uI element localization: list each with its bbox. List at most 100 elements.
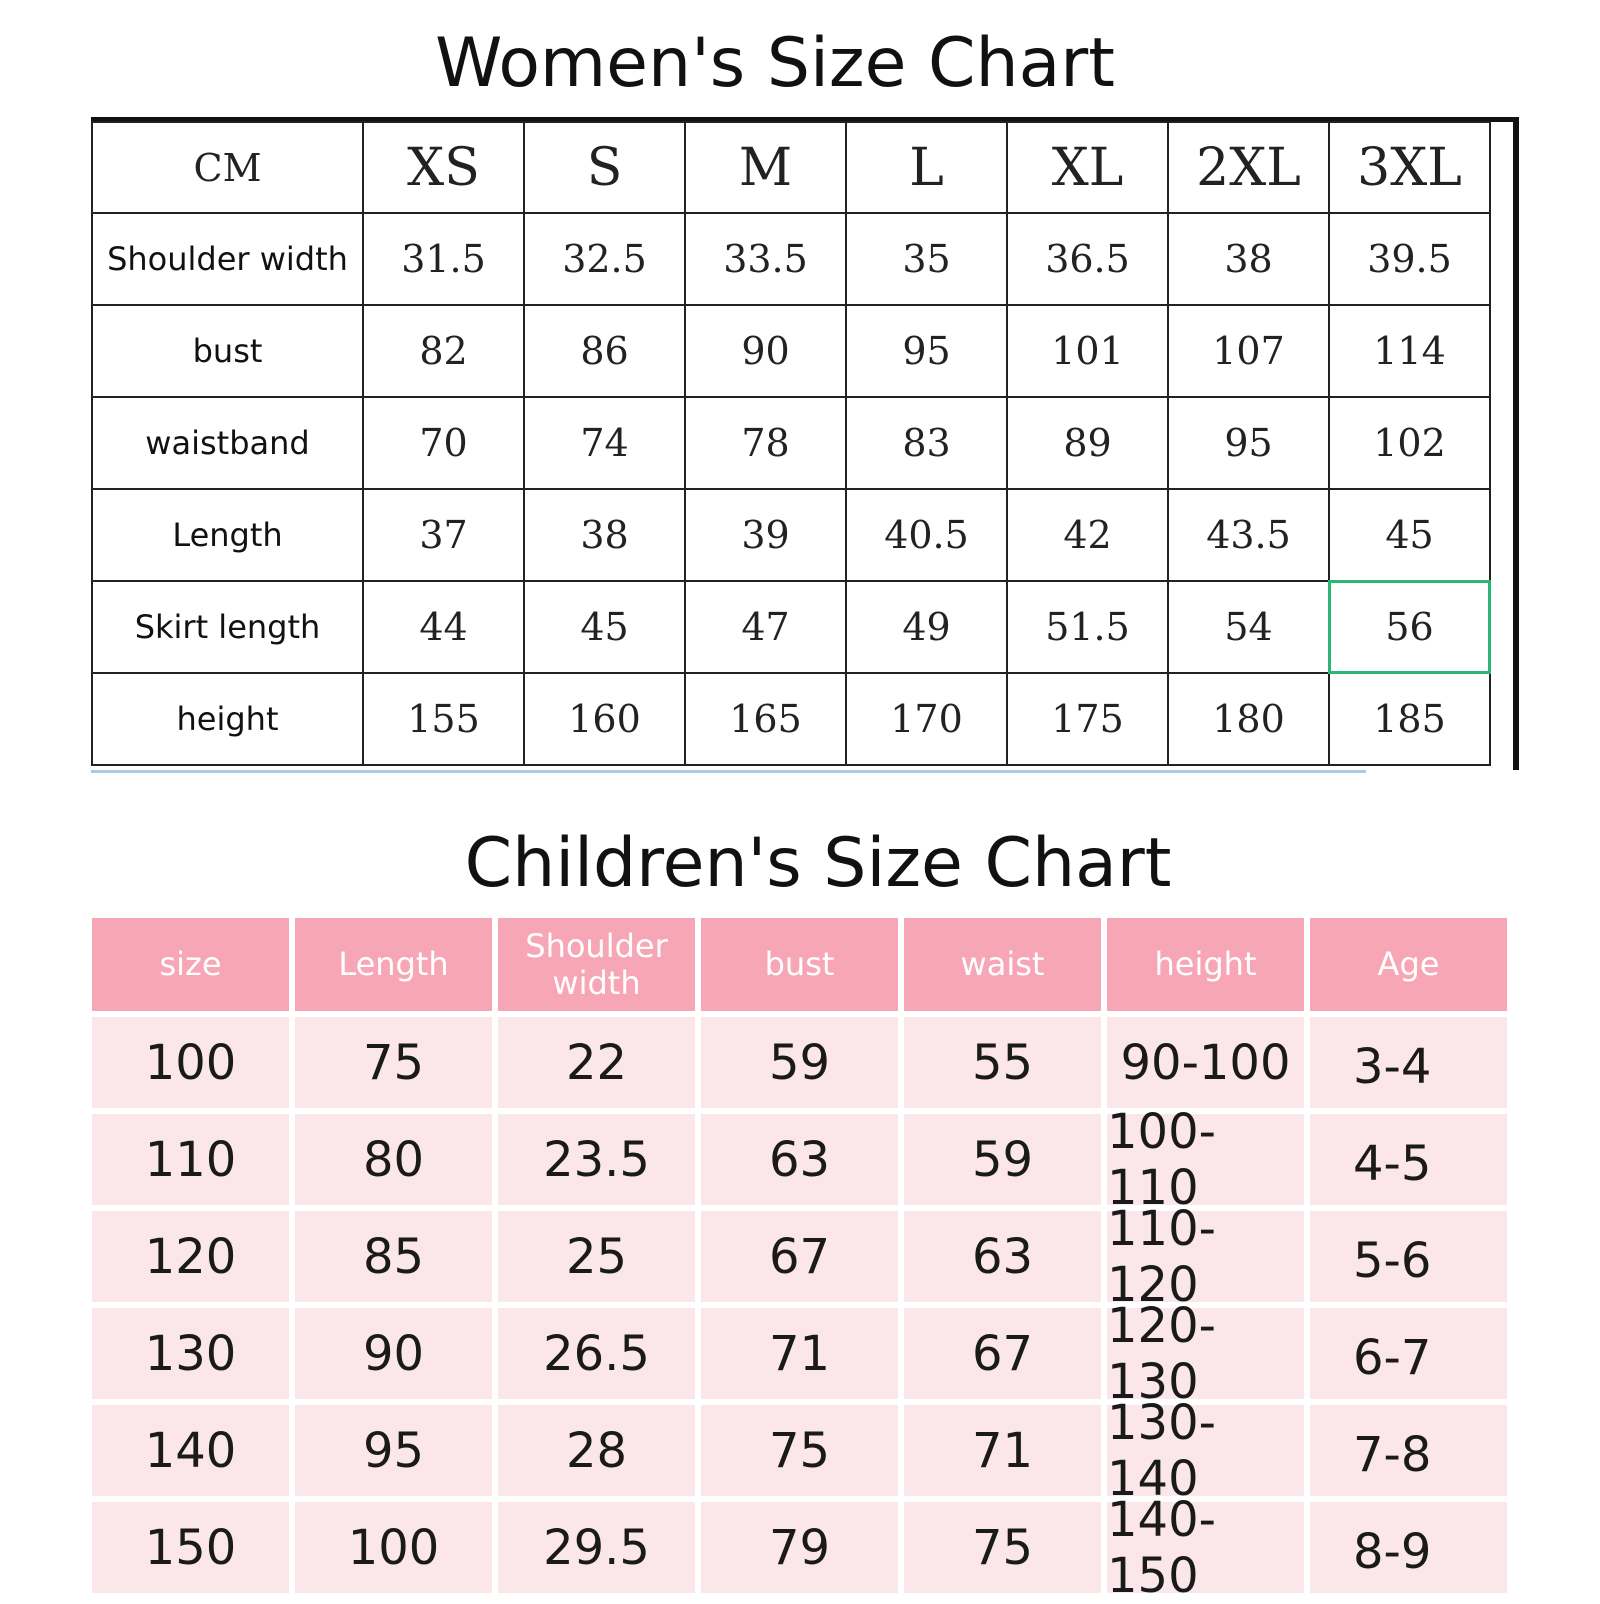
size-header-2xl: 2XL bbox=[1167, 121, 1330, 214]
table-cell: 43.5 bbox=[1167, 488, 1330, 582]
table-cell: 180 bbox=[1167, 672, 1330, 766]
table-cell: 86 bbox=[523, 304, 686, 398]
women-row-bust: bust 82 86 90 95 101 107 114 bbox=[91, 304, 1491, 398]
table-cell: 95 bbox=[845, 304, 1008, 398]
size-header-s: S bbox=[523, 121, 686, 214]
row-label: waistband bbox=[91, 396, 364, 490]
womens-size-chart-title: Women's Size Chart bbox=[435, 24, 1115, 103]
size-header-xs: XS bbox=[362, 121, 525, 214]
table-cell: 90 bbox=[295, 1308, 492, 1399]
column-header-shoulder-width: Shoulder width bbox=[498, 918, 695, 1011]
table-cell: 114 bbox=[1328, 304, 1491, 398]
womens-size-table: CM XS S M L XL 2XL 3XL Shoulder width 31… bbox=[91, 121, 1491, 766]
childrens-size-table: size Length Shoulder width bust waist he… bbox=[92, 918, 1507, 1604]
table-cell: 82 bbox=[362, 304, 525, 398]
table-cell: 63 bbox=[904, 1211, 1101, 1302]
table-cell: 110-120 bbox=[1107, 1201, 1304, 1313]
table-cell: 165 bbox=[684, 672, 847, 766]
women-row-length: Length 37 38 39 40.5 42 43.5 45 bbox=[91, 488, 1491, 582]
table-cell: 102 bbox=[1328, 396, 1491, 490]
table-cell: 100 bbox=[92, 1017, 289, 1108]
table-cell: 40.5 bbox=[845, 488, 1008, 582]
table-cell: 78 bbox=[684, 396, 847, 490]
table-cell: 95 bbox=[295, 1405, 492, 1496]
table-cell: 79 bbox=[701, 1502, 898, 1593]
table-cell: 71 bbox=[904, 1405, 1101, 1496]
table-cell: 35 bbox=[845, 212, 1008, 306]
selected-cell[interactable]: 56 bbox=[1328, 580, 1491, 674]
table-cell: 155 bbox=[362, 672, 525, 766]
women-table-right-border bbox=[1513, 118, 1519, 770]
table-cell: 8-9 bbox=[1310, 1502, 1507, 1593]
table-cell: 31.5 bbox=[362, 212, 525, 306]
table-cell: 75 bbox=[701, 1405, 898, 1496]
table-cell: 45 bbox=[1328, 488, 1491, 582]
table-cell: 110 bbox=[92, 1114, 289, 1205]
table-cell: 26.5 bbox=[498, 1308, 695, 1399]
column-header-waist: waist bbox=[904, 918, 1101, 1011]
column-header-size: size bbox=[92, 918, 289, 1011]
table-cell: 130 bbox=[92, 1308, 289, 1399]
table-cell: 22 bbox=[498, 1017, 695, 1108]
table-cell: 130-140 bbox=[1107, 1395, 1304, 1507]
unit-corner-cell: CM bbox=[91, 121, 364, 214]
childrens-size-chart-title: Children's Size Chart bbox=[464, 824, 1172, 903]
table-cell: 32.5 bbox=[523, 212, 686, 306]
table-cell: 36.5 bbox=[1006, 212, 1169, 306]
women-row-height: height 155 160 165 170 175 180 185 bbox=[91, 672, 1491, 766]
women-row-skirt-length: Skirt length 44 45 47 49 51.5 54 56 bbox=[91, 580, 1491, 674]
table-cell: 49 bbox=[845, 580, 1008, 674]
table-cell: 54 bbox=[1167, 580, 1330, 674]
table-cell: 101 bbox=[1006, 304, 1169, 398]
table-cell: 45 bbox=[523, 580, 686, 674]
table-cell: 90-100 bbox=[1107, 1017, 1304, 1108]
table-cell: 47 bbox=[684, 580, 847, 674]
women-row-shoulder-width: Shoulder width 31.5 32.5 33.5 35 36.5 38… bbox=[91, 212, 1491, 306]
women-header-row: CM XS S M L XL 2XL 3XL bbox=[91, 121, 1491, 214]
size-header-l: L bbox=[845, 121, 1008, 214]
column-header-height: height bbox=[1107, 918, 1304, 1011]
table-cell: 38 bbox=[523, 488, 686, 582]
table-cell: 160 bbox=[523, 672, 686, 766]
table-cell: 51.5 bbox=[1006, 580, 1169, 674]
table-cell: 71 bbox=[701, 1308, 898, 1399]
table-underline bbox=[91, 770, 1366, 773]
table-cell: 6-7 bbox=[1310, 1308, 1507, 1399]
table-cell: 170 bbox=[845, 672, 1008, 766]
table-cell: 89 bbox=[1006, 396, 1169, 490]
table-cell: 100-110 bbox=[1107, 1104, 1304, 1216]
table-cell: 175 bbox=[1006, 672, 1169, 766]
table-cell: 63 bbox=[701, 1114, 898, 1205]
table-cell: 29.5 bbox=[498, 1502, 695, 1593]
table-cell: 120-130 bbox=[1107, 1298, 1304, 1410]
table-cell: 120 bbox=[92, 1211, 289, 1302]
column-header-age: Age bbox=[1310, 918, 1507, 1011]
table-cell: 95 bbox=[1167, 396, 1330, 490]
table-cell: 67 bbox=[904, 1308, 1101, 1399]
table-cell: 100 bbox=[295, 1502, 492, 1593]
table-cell: 83 bbox=[845, 396, 1008, 490]
table-cell: 39.5 bbox=[1328, 212, 1491, 306]
table-cell: 70 bbox=[362, 396, 525, 490]
table-cell: 80 bbox=[295, 1114, 492, 1205]
size-header-xl: XL bbox=[1006, 121, 1169, 214]
table-cell: 3-4 bbox=[1310, 1017, 1507, 1108]
table-cell: 75 bbox=[904, 1502, 1101, 1593]
size-header-m: M bbox=[684, 121, 847, 214]
women-row-waistband: waistband 70 74 78 83 89 95 102 bbox=[91, 396, 1491, 490]
row-label: Skirt length bbox=[91, 580, 364, 674]
table-cell: 38 bbox=[1167, 212, 1330, 306]
row-label: Length bbox=[91, 488, 364, 582]
table-cell: 7-8 bbox=[1310, 1405, 1507, 1496]
row-label: Shoulder width bbox=[91, 212, 364, 306]
table-cell: 59 bbox=[701, 1017, 898, 1108]
table-cell: 85 bbox=[295, 1211, 492, 1302]
column-header-length: Length bbox=[295, 918, 492, 1011]
table-cell: 55 bbox=[904, 1017, 1101, 1108]
row-label: height bbox=[91, 672, 364, 766]
size-header-3xl: 3XL bbox=[1328, 121, 1491, 214]
row-label: bust bbox=[91, 304, 364, 398]
table-cell: 74 bbox=[523, 396, 686, 490]
table-cell: 28 bbox=[498, 1405, 695, 1496]
table-cell: 4-5 bbox=[1310, 1114, 1507, 1205]
